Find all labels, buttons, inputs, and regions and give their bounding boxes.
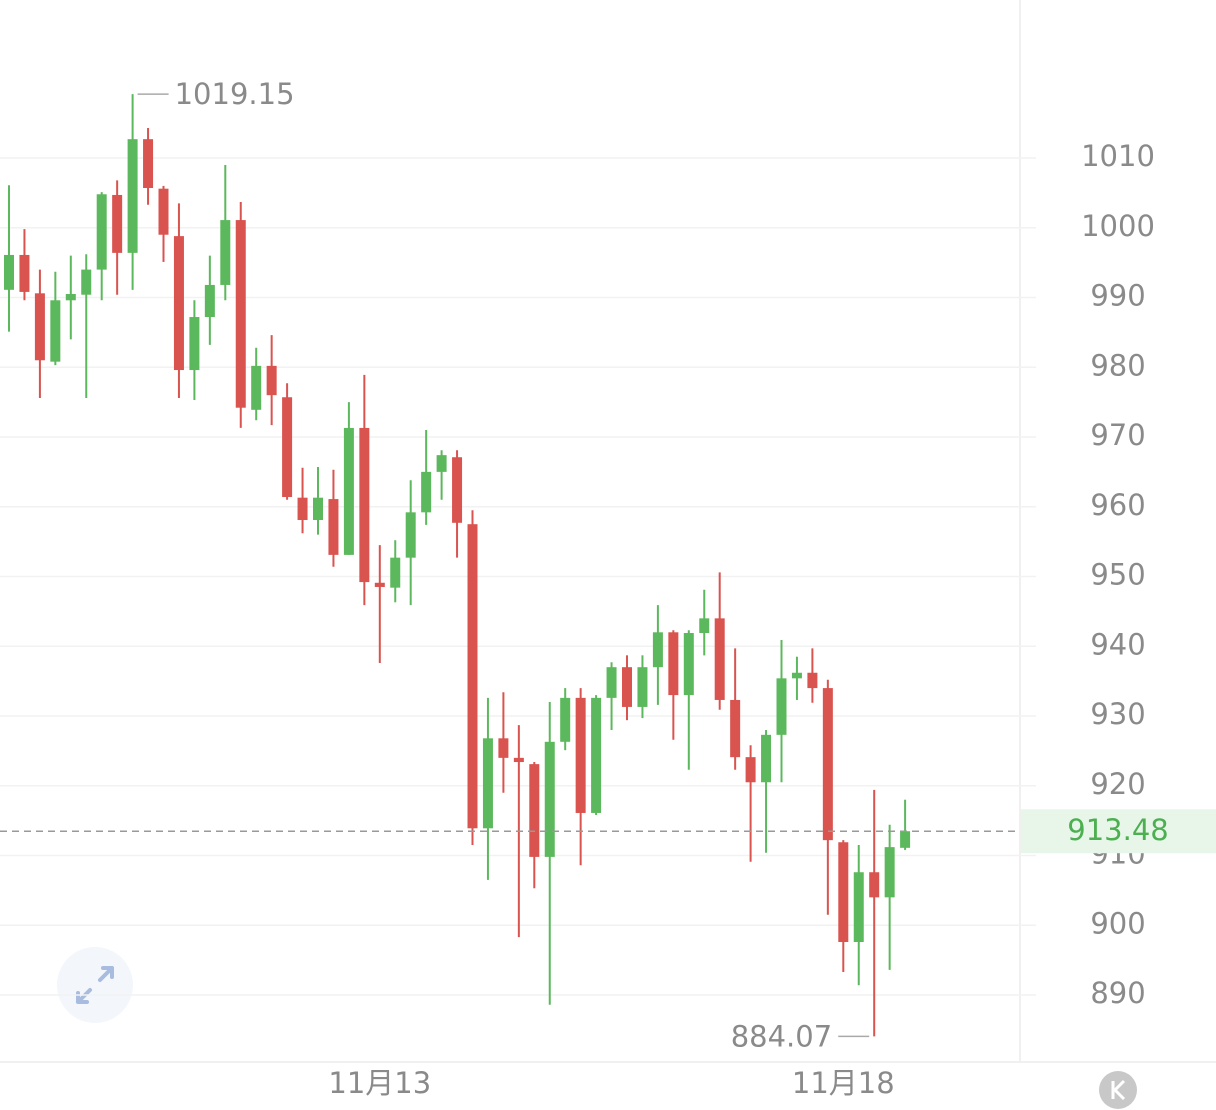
y-tick-label: 920 <box>1090 767 1145 801</box>
candle-body <box>745 757 756 783</box>
y-tick-label: 1000 <box>1081 209 1155 243</box>
candle-body <box>622 667 632 707</box>
x-tick-label: 11月13 <box>328 1066 431 1100</box>
y-tick-label: 940 <box>1090 627 1145 661</box>
y-tick-label: 950 <box>1090 558 1145 592</box>
candle-body <box>838 842 849 942</box>
max-label: 1019.15 <box>175 77 295 111</box>
candle-body <box>282 397 293 497</box>
candle-body <box>127 139 138 253</box>
min-label: 884.07 <box>731 1019 832 1053</box>
candle-body <box>266 365 277 396</box>
candle-body <box>189 317 200 371</box>
plot: 8909009109209309409509609709809901000101… <box>0 77 1216 1100</box>
candle-body <box>637 667 648 707</box>
candle-body <box>544 741 555 857</box>
y-tick-label: 970 <box>1090 418 1145 452</box>
candle-body <box>560 697 571 742</box>
candle-body <box>235 220 246 408</box>
candle-body <box>173 236 184 371</box>
candle-body <box>668 632 679 696</box>
candle-body <box>297 497 308 521</box>
candle-body <box>19 254 30 292</box>
candle-body <box>575 697 586 813</box>
candle-body <box>452 457 463 523</box>
candle-body <box>50 300 61 362</box>
expand-icon <box>76 966 114 1004</box>
candle-body <box>251 365 262 410</box>
candle-body <box>436 455 447 472</box>
candle-body <box>374 582 385 587</box>
candle-body <box>390 557 401 588</box>
candle-body <box>529 764 540 857</box>
candle-body <box>81 269 92 295</box>
candle-body <box>606 667 617 698</box>
last-price-label: 913.48 <box>1067 813 1168 847</box>
candle-body <box>34 293 45 361</box>
x-tick-label: 11月18 <box>792 1066 895 1100</box>
candle-body <box>869 872 880 898</box>
candle-body <box>591 697 602 813</box>
candle-body <box>158 188 169 235</box>
candle-body <box>900 831 911 848</box>
k-button-bg <box>1099 1071 1137 1109</box>
candle-body <box>359 427 370 583</box>
candle-body <box>482 738 493 829</box>
candle-body <box>328 499 339 555</box>
candle-body <box>65 294 76 301</box>
candle-body <box>421 471 432 513</box>
y-tick-label: 960 <box>1090 488 1145 522</box>
candle-body <box>884 847 895 898</box>
candle-body <box>730 699 741 758</box>
candle-body <box>220 220 231 285</box>
candle-body <box>112 194 123 253</box>
candle-body <box>343 427 354 555</box>
candle-body <box>761 734 772 783</box>
y-tick-label: 890 <box>1090 976 1145 1010</box>
y-tick-label: 980 <box>1090 348 1145 382</box>
candle-body <box>714 618 725 700</box>
candle-body <box>96 194 107 270</box>
candle-body <box>807 672 818 689</box>
y-tick-label: 990 <box>1090 279 1145 313</box>
y-tick-label: 900 <box>1090 906 1145 940</box>
candle-body <box>513 757 524 763</box>
k-button[interactable] <box>1099 1071 1137 1109</box>
candle-body <box>204 284 215 318</box>
candle-body <box>652 632 663 668</box>
candle-body <box>776 678 787 735</box>
candle-body <box>683 632 694 696</box>
last-price-bg <box>1021 809 1216 854</box>
candle-body <box>853 872 864 942</box>
expand-button[interactable] <box>57 947 133 1023</box>
candle-body <box>4 254 14 290</box>
candle-body <box>498 738 509 758</box>
candle-body <box>822 688 833 841</box>
candle-body <box>791 672 802 679</box>
candle-body <box>467 524 478 829</box>
y-tick-label: 930 <box>1090 697 1145 731</box>
expand-button-bg <box>57 947 133 1023</box>
candle-body <box>313 497 323 521</box>
y-tick-label: 1010 <box>1081 139 1155 173</box>
candle-body <box>143 139 154 188</box>
candle-body <box>699 618 710 633</box>
k-icon <box>1111 1079 1126 1101</box>
candle-body <box>405 512 416 558</box>
